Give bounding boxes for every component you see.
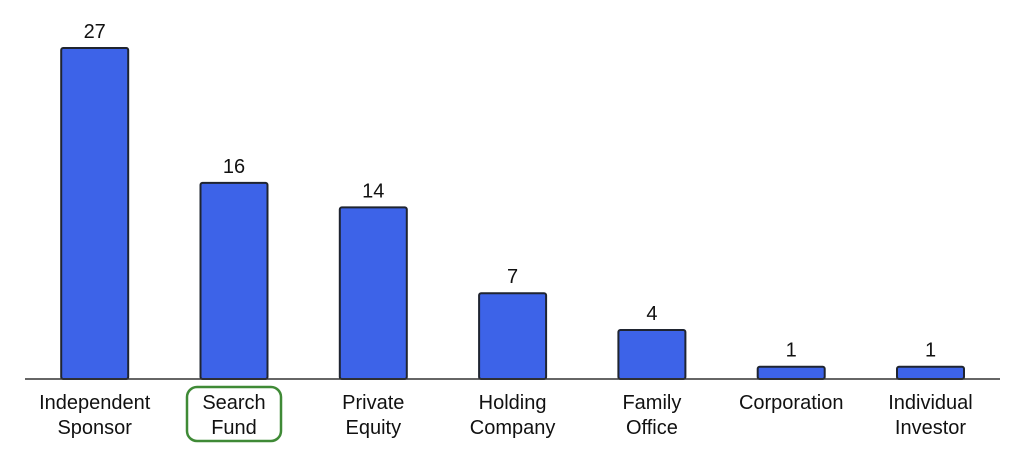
category-label-line: Fund [211, 417, 257, 439]
category-label-line: Search [202, 392, 265, 414]
category-label: Family Office [622, 392, 681, 439]
bar-value-label: 14 [362, 180, 384, 202]
category-label: Individual Investor [888, 392, 973, 439]
bar-value-label: 4 [646, 303, 657, 325]
bar-value-label: 1 [786, 340, 797, 362]
category-labels-group: Independent Sponsor Search Fund Private Equit… [39, 385, 973, 443]
bar [199, 181, 269, 380]
bar-value-label: 7 [507, 266, 518, 288]
category-label-line: Independent [39, 392, 151, 414]
category-highlight-box [185, 385, 283, 443]
category-label-line: Company [470, 417, 556, 439]
category-label-line: Sponsor [57, 417, 132, 439]
bar [896, 365, 965, 381]
category-label: Independent Sponsor [39, 392, 151, 439]
category-label-line: Private [342, 392, 404, 414]
bar-value-label: 16 [223, 156, 245, 178]
category-label-line: Family [622, 392, 681, 414]
category-label-line: Individual [888, 392, 973, 414]
bar-value-label: 27 [84, 21, 106, 43]
category-label-line: Equity [346, 417, 402, 439]
category-label: Private Equity [342, 392, 404, 439]
bar [478, 292, 548, 381]
bar [756, 365, 826, 381]
bar [617, 329, 687, 380]
category-label-line: Office [626, 417, 678, 439]
bar-value-label: 1 [925, 340, 936, 362]
category-label: Corporation [739, 392, 844, 414]
value-labels-group: 27 16 14 7 4 1 1 [84, 21, 936, 362]
category-label-line: Holding [479, 392, 547, 414]
bar [60, 47, 130, 380]
category-label-line: Corporation [739, 392, 844, 414]
bars-group [60, 47, 965, 381]
bar [338, 206, 408, 380]
category-label: Holding Company [470, 392, 556, 439]
category-label-line: Investor [895, 417, 966, 439]
category-label: Search Fund [202, 392, 265, 439]
